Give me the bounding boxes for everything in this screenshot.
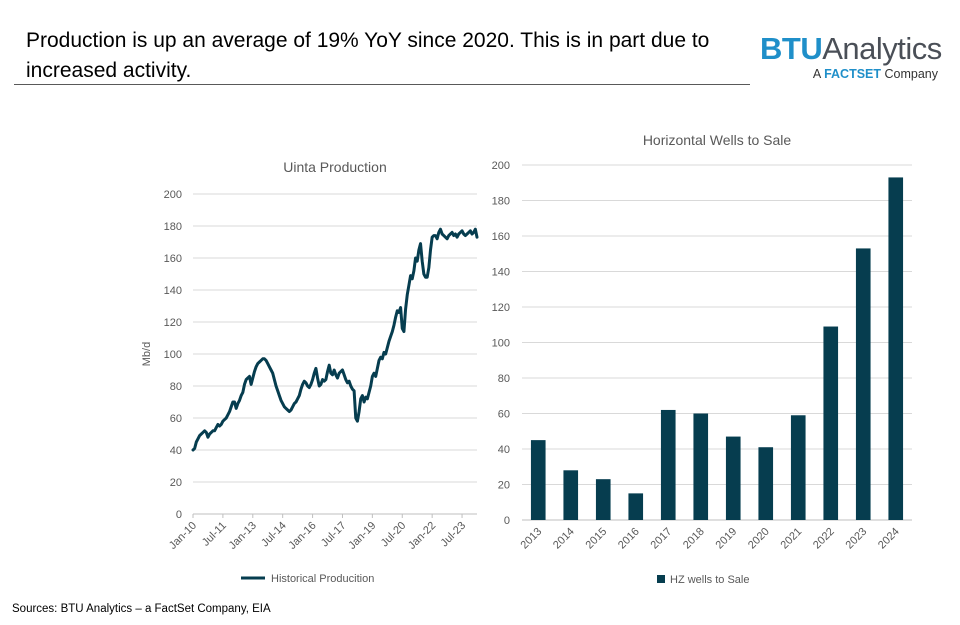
bar-y-tick-label: 180 bbox=[492, 196, 510, 208]
bar-chart-title: Horizontal Wells to Sale bbox=[643, 132, 792, 148]
line-legend-label: Historical Producition bbox=[271, 573, 374, 585]
line-x-tick-label: Jan-16 bbox=[286, 520, 318, 552]
line-y-tick-label: 0 bbox=[176, 509, 182, 521]
bar-2021 bbox=[790, 415, 806, 520]
line-y-tick-label: 180 bbox=[164, 221, 182, 233]
line-y-tick-label: 200 bbox=[164, 189, 182, 201]
line-x-tick-label: Jan-19 bbox=[346, 520, 378, 552]
bar-2018 bbox=[693, 413, 709, 520]
bar-x-tick-label: 2017 bbox=[649, 526, 675, 552]
bar-x-tick-label: 2013 bbox=[519, 526, 545, 552]
bar-y-tick-label: 0 bbox=[504, 515, 510, 527]
line-x-tick-label: Jul-17 bbox=[319, 520, 349, 550]
line-y-tick-label: 120 bbox=[164, 317, 182, 329]
line-y-tick-label: 140 bbox=[164, 285, 182, 297]
bar-legend-label: HZ wells to Sale bbox=[670, 574, 749, 586]
bar-x-tick-label: 2022 bbox=[811, 526, 837, 552]
line-y-tick-label: 60 bbox=[170, 413, 182, 425]
line-series-historical-production bbox=[191, 227, 479, 452]
bar-2024 bbox=[888, 177, 904, 521]
bar-x-tick-label: 2014 bbox=[551, 526, 577, 552]
bar-2015 bbox=[595, 479, 611, 520]
bar-x-tick-label: 2019 bbox=[714, 526, 740, 552]
headline-divider bbox=[14, 84, 750, 85]
logo-brand: BTU bbox=[760, 31, 823, 66]
bar-x-tick-label: 2020 bbox=[746, 526, 772, 552]
line-y-axis-label: Mb/d bbox=[141, 342, 153, 366]
line-x-tick-label: Jul-23 bbox=[438, 520, 468, 550]
bar-y-tick-label: 20 bbox=[498, 480, 510, 492]
logo-tagline-company: FACTSET bbox=[824, 67, 882, 81]
line-x-tick-label: Jan-13 bbox=[227, 520, 259, 552]
bar-y-tick-label: 80 bbox=[498, 373, 510, 385]
line-x-tick-label: Jul-11 bbox=[200, 520, 229, 549]
logo-tagline-suffix: Company bbox=[884, 67, 939, 81]
logo-brand-rest: Analytics bbox=[822, 31, 942, 66]
bar-2019 bbox=[725, 436, 741, 520]
bar-y-tick-label: 200 bbox=[492, 160, 510, 172]
line-y-tick-label: 20 bbox=[170, 477, 182, 489]
slide-headline: Production is up an average of 19% YoY s… bbox=[26, 29, 710, 82]
line-y-tick-label: 160 bbox=[164, 253, 182, 265]
bar-2017 bbox=[660, 409, 676, 520]
bar-2023 bbox=[855, 248, 871, 521]
logo-wordmark: BTUAnalytics bbox=[760, 32, 950, 66]
line-x-tick-label: Jan-10 bbox=[167, 520, 199, 552]
bar-x-tick-label: 2023 bbox=[844, 526, 870, 552]
line-chart-title: Uinta Production bbox=[283, 159, 387, 175]
bar-2022 bbox=[823, 326, 839, 520]
btu-analytics-logo: BTUAnalytics A FACTSET Company bbox=[760, 32, 950, 82]
bar-x-tick-label: 2018 bbox=[681, 526, 707, 552]
bar-x-tick-label: 2021 bbox=[779, 526, 805, 552]
bar-x-tick-label: 2016 bbox=[616, 526, 642, 552]
line-x-tick-label: Jan-22 bbox=[406, 520, 438, 552]
bar-y-tick-label: 100 bbox=[492, 338, 510, 350]
line-y-tick-label: 100 bbox=[164, 349, 182, 361]
source-note: Sources: BTU Analytics – a FactSet Compa… bbox=[12, 603, 271, 615]
bar-legend-swatch bbox=[657, 575, 665, 583]
bar-x-tick-label: 2024 bbox=[876, 526, 902, 552]
line-x-tick-label: Jul-20 bbox=[379, 520, 409, 550]
bar-y-tick-label: 120 bbox=[492, 302, 510, 314]
bar-y-tick-label: 60 bbox=[498, 409, 510, 421]
line-y-tick-label: 40 bbox=[170, 445, 182, 457]
line-y-tick-label: 80 bbox=[170, 381, 182, 393]
bar-y-tick-label: 160 bbox=[492, 231, 510, 243]
bar-x-tick-label: 2015 bbox=[584, 526, 610, 552]
logo-tagline: A FACTSET Company bbox=[760, 67, 950, 81]
bar-2014 bbox=[563, 470, 579, 520]
bar-2020 bbox=[758, 447, 774, 520]
bar-y-tick-label: 140 bbox=[492, 267, 510, 279]
bar-2016 bbox=[628, 493, 644, 520]
line-x-tick-label: Jul-14 bbox=[259, 520, 289, 550]
bar-y-tick-label: 40 bbox=[498, 444, 510, 456]
logo-tagline-prefix: A bbox=[812, 67, 821, 81]
bar-2013 bbox=[530, 440, 546, 520]
